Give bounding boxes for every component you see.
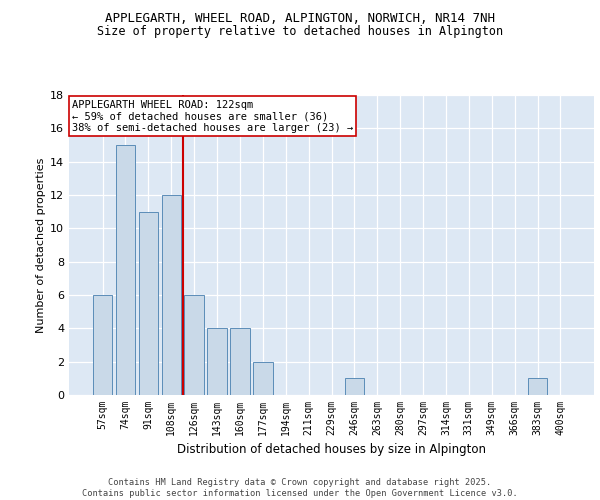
Bar <box>230 328 250 395</box>
Bar <box>93 295 112 395</box>
Bar <box>184 295 204 395</box>
Text: Size of property relative to detached houses in Alpington: Size of property relative to detached ho… <box>97 25 503 38</box>
Bar <box>344 378 364 395</box>
Bar <box>208 328 227 395</box>
Bar <box>161 195 181 395</box>
Text: APPLEGARTH WHEEL ROAD: 122sqm
← 59% of detached houses are smaller (36)
38% of s: APPLEGARTH WHEEL ROAD: 122sqm ← 59% of d… <box>71 100 353 132</box>
Bar <box>253 362 272 395</box>
Bar <box>139 212 158 395</box>
Text: APPLEGARTH, WHEEL ROAD, ALPINGTON, NORWICH, NR14 7NH: APPLEGARTH, WHEEL ROAD, ALPINGTON, NORWI… <box>105 12 495 26</box>
Bar <box>116 145 135 395</box>
Y-axis label: Number of detached properties: Number of detached properties <box>36 158 46 332</box>
Text: Contains HM Land Registry data © Crown copyright and database right 2025.
Contai: Contains HM Land Registry data © Crown c… <box>82 478 518 498</box>
Bar <box>528 378 547 395</box>
X-axis label: Distribution of detached houses by size in Alpington: Distribution of detached houses by size … <box>177 444 486 456</box>
